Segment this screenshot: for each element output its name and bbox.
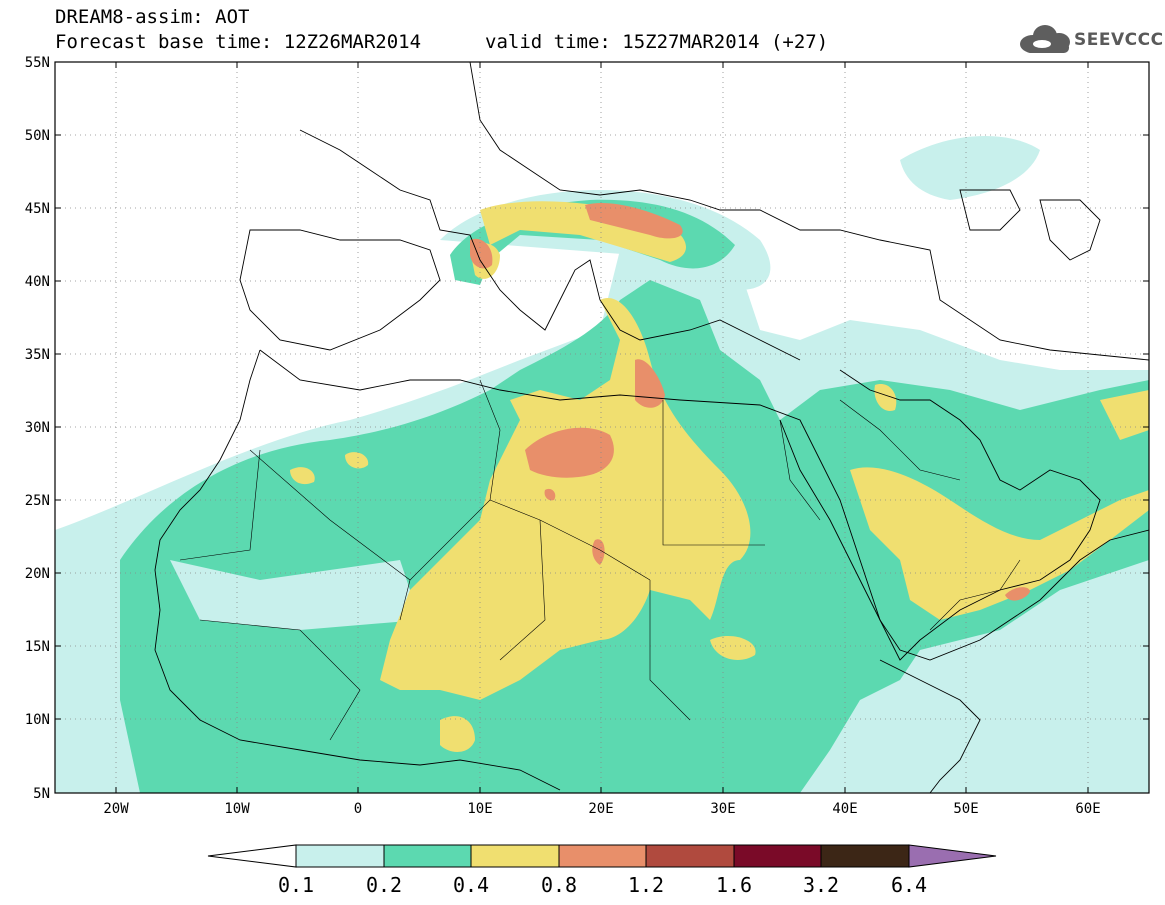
lat-label: 45N <box>25 201 50 217</box>
lat-label: 35N <box>25 347 50 363</box>
colorbar-label: 1.6 <box>716 873 752 897</box>
valid-time: valid time: 15Z27MAR2014 (+27) <box>485 31 829 53</box>
forecast-base-time: Forecast base time: 12Z26MAR2014 <box>55 31 422 53</box>
colorbar-segment <box>558 844 647 868</box>
lat-label: 30N <box>25 420 50 436</box>
colorbar-label: 0.8 <box>541 873 577 897</box>
lat-label: 55N <box>25 55 50 71</box>
lat-label: 50N <box>25 128 50 144</box>
colorbar <box>207 844 997 868</box>
map-title: DREAM8-assim: AOT <box>55 6 250 28</box>
lon-label: 20E <box>588 801 613 817</box>
colorbar-left-arrow <box>207 844 297 868</box>
colorbar-label: 1.2 <box>628 873 664 897</box>
colorbar-segment <box>820 844 910 868</box>
logo-text: SEEVCCC <box>1074 30 1164 50</box>
colorbar-labels: 0.1 0.2 0.4 0.8 1.2 1.6 3.2 6.4 <box>278 873 927 897</box>
lat-label: 10N <box>25 712 50 728</box>
country-borders <box>179 379 1021 741</box>
colorbar-segment <box>470 844 560 868</box>
lat-label: 15N <box>25 639 50 655</box>
colorbar-segment <box>733 844 822 868</box>
colorbar-label: 3.2 <box>803 873 839 897</box>
lon-label: 10W <box>224 801 250 817</box>
colorbar-segment <box>383 844 472 868</box>
latitude-labels: 55N 50N 45N 40N 35N 30N 25N 20N 15N 10N … <box>25 55 50 802</box>
colorbar-segment <box>295 844 385 868</box>
lon-label: 60E <box>1075 801 1100 817</box>
colorbar-label: 0.1 <box>278 873 314 897</box>
colorbar-label: 0.2 <box>366 873 402 897</box>
lon-label: 10E <box>467 801 492 817</box>
aot-band-0.8 <box>470 202 1030 601</box>
aot-field <box>55 136 1149 793</box>
colorbar-segment <box>645 844 735 868</box>
lon-label: 50E <box>953 801 978 817</box>
lon-label: 20W <box>103 801 129 817</box>
lon-label: 0 <box>354 801 362 817</box>
colorbar-label: 0.4 <box>453 873 489 897</box>
lon-label: 40E <box>832 801 857 817</box>
lat-label: 40N <box>25 274 50 290</box>
lon-label: 30E <box>710 801 735 817</box>
cloud-logo-icon <box>1020 25 1070 53</box>
map-grid <box>55 62 1149 793</box>
colorbar-label: 6.4 <box>891 873 927 897</box>
lat-label: 5N <box>33 786 50 802</box>
colorbar-right-arrow <box>908 844 997 868</box>
coastlines <box>154 62 1149 793</box>
lat-label: 20N <box>25 566 50 582</box>
longitude-labels: 20W 10W 0 10E 20E 30E 40E 50E 60E <box>103 801 1100 817</box>
lat-label: 25N <box>25 493 50 509</box>
axis-ticks <box>55 61 1149 794</box>
